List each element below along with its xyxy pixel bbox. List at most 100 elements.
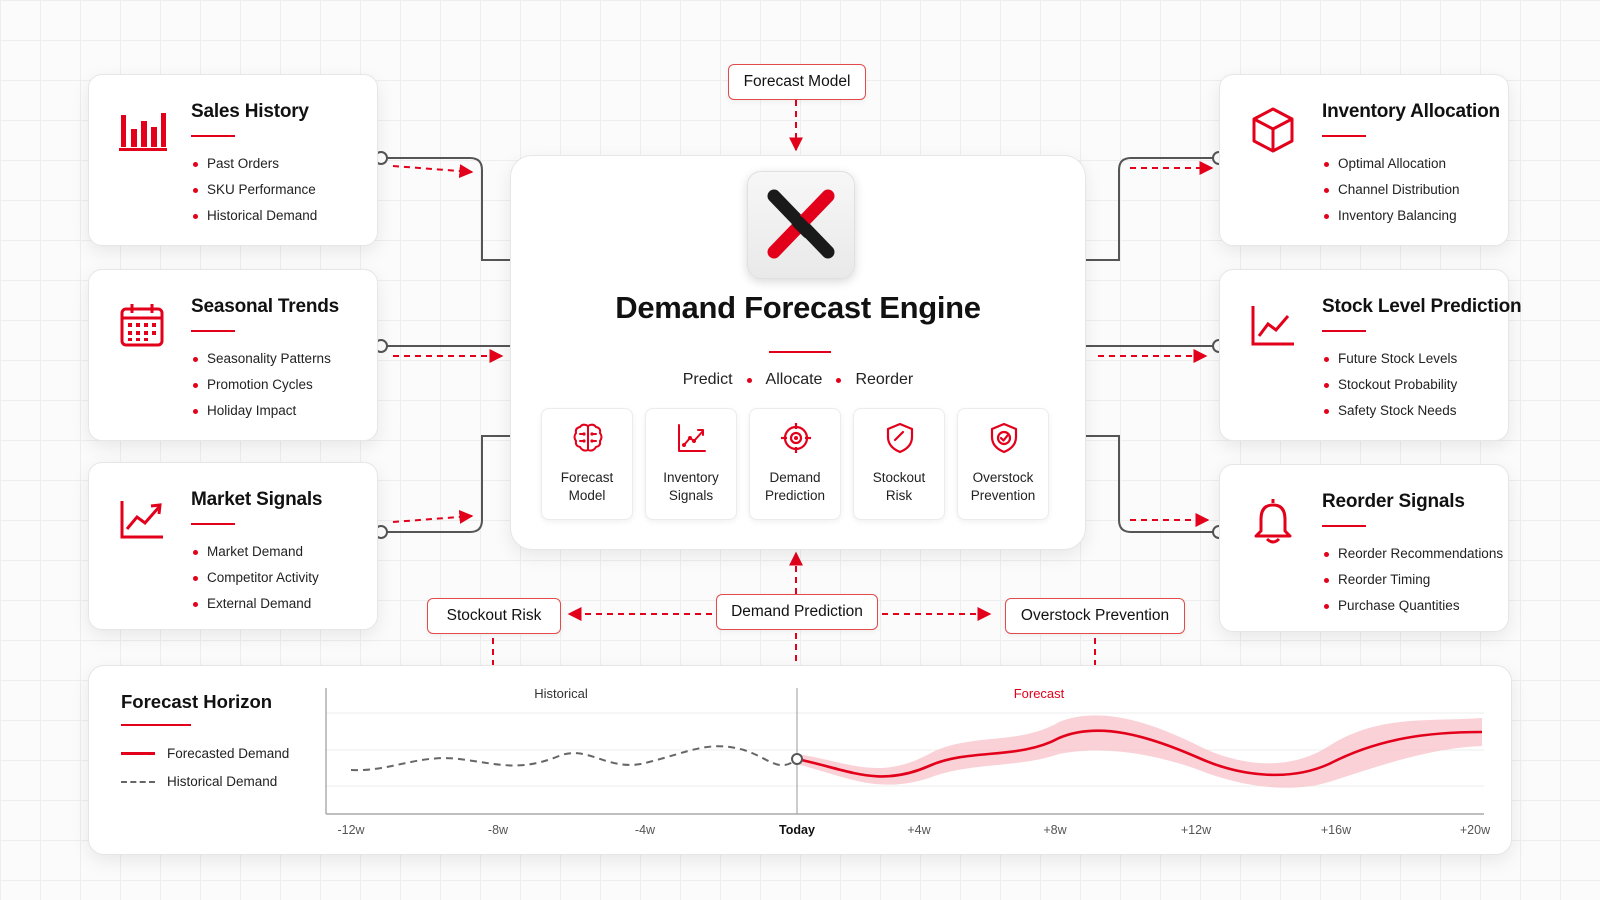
trend-up-icon [120, 501, 163, 539]
tag-reorder: Reorder [855, 371, 914, 388]
card-title: Market Signals [191, 489, 323, 510]
input-card-sales-history: Sales History Past Orders SKU Performanc… [88, 74, 378, 246]
card-list: Reorder Recommendations Reorder Timing P… [1322, 541, 1503, 619]
module-stockout-risk: Stockout Risk [853, 408, 945, 520]
list-item: Market Demand [191, 539, 319, 565]
list-item: Past Orders [191, 151, 317, 177]
calendar-icon [120, 304, 164, 347]
list-item: Promotion Cycles [191, 372, 331, 398]
module-overstock-prevention: Overstock Prevention [957, 408, 1049, 520]
separator-dot [836, 377, 842, 383]
separator-dot [746, 377, 752, 383]
legend-label: Forecasted Demand [167, 746, 290, 761]
list-item: Reorder Timing [1322, 567, 1503, 593]
forecast-confidence-band [797, 715, 1482, 788]
forecasted-demand-line [796, 729, 1483, 778]
list-item: Holiday Impact [191, 398, 331, 424]
wire-inventory-allocation [1086, 157, 1219, 261]
wire-market-signals [381, 435, 510, 533]
historical-demand-line [350, 745, 798, 772]
box-icon [1252, 107, 1294, 153]
today-marker [791, 753, 803, 765]
list-item: External Demand [191, 591, 319, 617]
timeline-chart: Historical Forecast -12w -8w -4w Today +… [325, 686, 1491, 837]
tick-label: +4w [907, 823, 931, 837]
legend-forecasted: Forecasted Demand [121, 746, 289, 761]
tick-label: +12w [1181, 823, 1212, 837]
arrow-sales-history [392, 164, 474, 179]
tick-label: +16w [1321, 823, 1352, 837]
card-title: Reorder Signals [1322, 491, 1465, 512]
wire-reorder-signals [1086, 435, 1219, 533]
card-list: Past Orders SKU Performance Historical D… [191, 151, 317, 229]
module-label: Forecast Model [560, 470, 614, 503]
card-title: Inventory Allocation [1322, 101, 1500, 122]
output-card-inventory-allocation: Inventory Allocation Optimal Allocation … [1219, 74, 1509, 246]
line-chart-icon [1251, 306, 1294, 346]
list-item: Safety Stock Needs [1322, 398, 1457, 424]
legend-historical: Historical Demand [121, 774, 277, 789]
forecast-model-pill: Forecast Model [728, 64, 866, 100]
legend-swatch-solid [121, 752, 155, 755]
module-forecast-model: Forecast Model [541, 408, 633, 520]
legend-swatch-dashed [121, 780, 155, 783]
list-item: Optimal Allocation [1322, 151, 1460, 177]
card-list: Seasonality Patterns Promotion Cycles Ho… [191, 346, 331, 424]
card-title: Stock Level Prediction [1322, 296, 1522, 317]
input-card-market-signals: Market Signals Market Demand Competitor … [88, 462, 378, 630]
section-label-historical: Historical [534, 686, 588, 701]
engine-title-underline [769, 351, 831, 353]
module-label: Inventory Signals [663, 470, 719, 503]
title-underline [191, 330, 235, 332]
legend-label: Historical Demand [167, 774, 278, 789]
brain-icon [573, 423, 603, 452]
shield-gauge-icon [886, 422, 914, 454]
horizon-title: Forecast Horizon [121, 691, 273, 712]
forecast-horizon-panel: Forecast Horizon Forecasted Demand Histo… [88, 665, 1512, 855]
overstock-prevention-pill: Overstock Prevention [1005, 598, 1185, 634]
demand-prediction-pill: Demand Prediction [716, 594, 878, 630]
horizon-title-underline [121, 724, 191, 726]
output-card-reorder-signals: Reorder Signals Reorder Recommendations … [1219, 464, 1509, 632]
title-underline [1322, 330, 1366, 332]
list-item: Competitor Activity [191, 565, 319, 591]
bell-icon [1254, 499, 1292, 544]
tick-label: -4w [635, 823, 656, 837]
bar-chart-icon [119, 113, 167, 151]
card-list: Market Demand Competitor Activity Extern… [191, 539, 319, 617]
title-underline [191, 523, 235, 525]
engine-logo [747, 171, 855, 279]
title-underline [1322, 525, 1366, 527]
tick-label: -8w [488, 823, 509, 837]
section-label-forecast: Forecast [1014, 686, 1065, 701]
output-card-stock-level-prediction: Stock Level Prediction Future Stock Leve… [1219, 269, 1522, 441]
tick-label: -12w [337, 823, 365, 837]
card-title: Sales History [191, 101, 309, 122]
list-item: Future Stock Levels [1322, 346, 1457, 372]
engine-modules: Forecast Model Inventory Signals Demand Pre… [541, 408, 1049, 520]
title-underline [1322, 135, 1366, 137]
module-label: Stockout Risk [872, 470, 926, 503]
module-label: Overstock Prevention [970, 470, 1036, 503]
list-item: Seasonality Patterns [191, 346, 331, 372]
tick-label: +20w [1460, 823, 1491, 837]
x-logo-icon [767, 189, 835, 259]
module-label: Demand Prediction [764, 470, 826, 503]
target-icon [781, 423, 811, 453]
title-underline [191, 135, 235, 137]
list-item: Historical Demand [191, 203, 317, 229]
list-item: SKU Performance [191, 177, 317, 203]
list-item: Inventory Balancing [1322, 203, 1460, 229]
demand-forecast-engine: Demand Forecast Engine Predict Allocate … [510, 155, 1086, 550]
shield-check-icon [990, 422, 1018, 454]
card-title: Seasonal Trends [191, 296, 340, 317]
tag-allocate: Allocate [765, 371, 823, 388]
arrow-market-signals [392, 509, 474, 524]
module-demand-prediction: Demand Prediction [749, 408, 841, 520]
input-card-seasonal-trends: Seasonal Trends Seasonality Patterns Pro… [88, 269, 378, 441]
wire-sales-history [381, 157, 510, 261]
engine-title: Demand Forecast Engine [615, 290, 981, 325]
tag-predict: Predict [682, 371, 733, 388]
tick-label-today: Today [779, 823, 815, 837]
engine-tags: Predict Allocate Reorder [511, 371, 1085, 389]
